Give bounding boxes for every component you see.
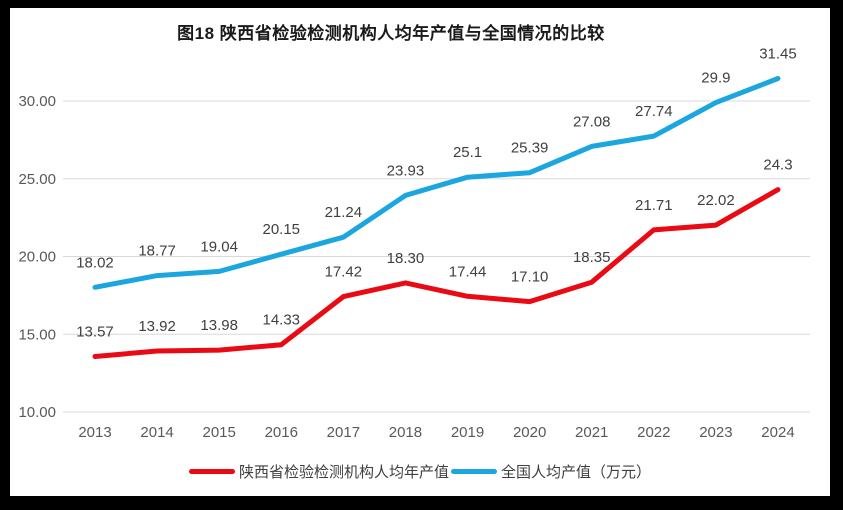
legend-swatch-red-line: [188, 469, 235, 474]
line-chart: 10.00 15.00 20.00 25.00 30.00 2013 2014 2015 201…: [18, 45, 810, 441]
data-label: 13.57: [76, 323, 114, 340]
x-axis-tick-label: 2015: [202, 424, 235, 441]
x-axis-tick-label: 2017: [327, 424, 360, 441]
legend-label-shaanxi: 陕西省检验检测机构人均年产值: [238, 464, 449, 481]
data-label: 17.10: [511, 269, 549, 286]
x-axis-tick-label: 2013: [78, 424, 111, 441]
data-label: 31.45: [759, 45, 797, 62]
x-axis-tick-label: 2016: [265, 424, 298, 441]
y-axis-tick-label: 25.00: [18, 171, 56, 188]
x-axis-tick-label: 2022: [637, 424, 670, 441]
legend: 陕西省检验检测机构人均年产值 全国人均产值（万元）: [10, 461, 830, 482]
legend-swatch-blue-line: [451, 469, 497, 474]
data-label: 25.39: [511, 140, 549, 157]
data-label: 27.08: [573, 113, 611, 130]
chart-title: 图18 陕西省检验检测机构人均年产值与全国情况的比较: [177, 24, 605, 43]
series-line-1: [92, 76, 781, 290]
data-label: 17.44: [449, 263, 487, 280]
data-label: 27.74: [635, 103, 673, 120]
x-axis-tick-label: 2021: [575, 424, 608, 441]
y-axis-tick-label: 15.00: [18, 326, 56, 343]
data-label: 21.71: [635, 197, 673, 214]
data-label: 18.77: [138, 243, 176, 260]
x-axis-tick-label: 2024: [761, 424, 794, 441]
legend-item-national: 全国人均产值（万元）: [451, 461, 651, 482]
data-label: 13.92: [138, 318, 176, 335]
data-label: 18.02: [76, 254, 114, 271]
data-label: 22.02: [697, 192, 735, 209]
y-axis-tick-label: 30.00: [18, 93, 56, 110]
data-label: 23.93: [387, 162, 425, 179]
x-axis-tick-label: 2023: [699, 424, 732, 441]
data-label: 21.24: [325, 204, 363, 221]
data-label: 17.42: [325, 264, 363, 281]
y-axis-tick-label: 20.00: [18, 249, 56, 266]
legend-label-national: 全国人均产值（万元）: [501, 464, 652, 481]
x-axis-tick-label: 2020: [513, 424, 546, 441]
series-line-0: [92, 187, 781, 359]
x-axis-tick-label: 2018: [389, 424, 422, 441]
data-label: 14.33: [262, 312, 300, 329]
chart-frame: 10.00 15.00 20.00 25.00 30.00 2013 2014 2015 201…: [10, 8, 830, 496]
x-axis-tick-label: 2014: [140, 424, 173, 441]
y-axis-tick-label: 10.00: [18, 404, 56, 421]
data-label: 19.04: [200, 238, 238, 255]
data-label: 20.15: [262, 221, 300, 238]
data-label: 18.30: [387, 250, 425, 267]
data-label: 13.98: [200, 317, 238, 334]
data-label: 29.9: [701, 70, 730, 87]
legend-item-shaanxi: 陕西省检验检测机构人均年产值: [188, 461, 449, 482]
x-axis-tick-label: 2019: [451, 424, 484, 441]
data-label: 25.1: [453, 144, 482, 161]
data-label: 18.35: [573, 249, 611, 266]
data-label: 24.3: [763, 157, 792, 174]
